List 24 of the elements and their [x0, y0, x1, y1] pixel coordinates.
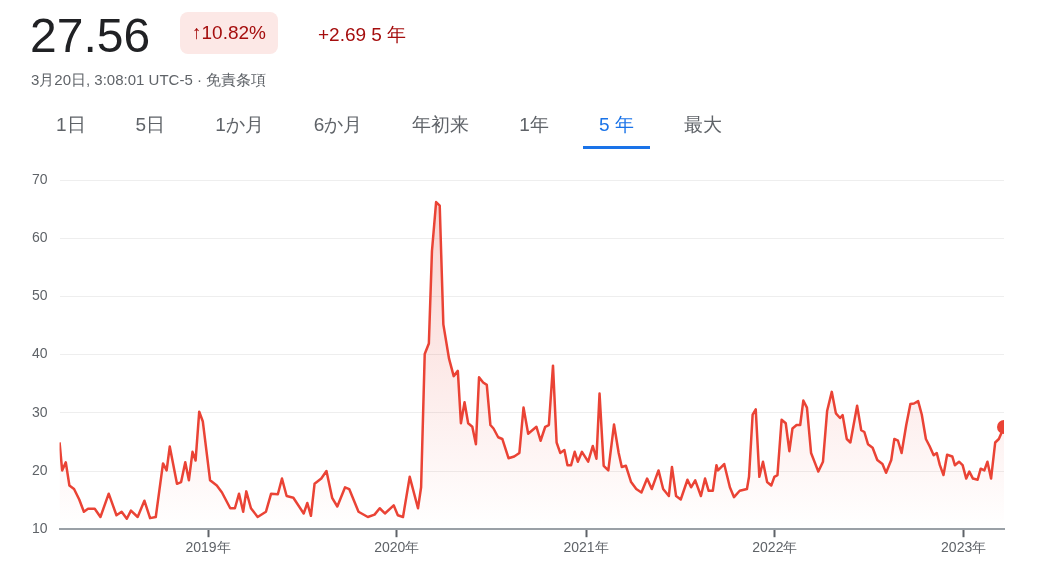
y-tick-label: 70	[31, 170, 48, 187]
text: 1か月	[214, 113, 265, 137]
x-tick-label: 2022年	[752, 539, 798, 556]
text: ↑10.82%	[180, 12, 278, 54]
chart-subtitle: 3月20日, 3:08:01 UTC-5 · 免責条項	[31, 71, 267, 90]
chart-title: 27.56	[30, 8, 151, 63]
y-tick-label: 10	[31, 520, 48, 537]
text: 5日	[134, 113, 167, 137]
text: 1年	[518, 113, 550, 137]
text: 最大	[682, 113, 723, 137]
x-tick-label: 2023年	[941, 539, 987, 556]
y-tick-label: 50	[31, 287, 48, 304]
y-tick-label: 60	[31, 229, 48, 246]
text: +2.69 5 年	[318, 23, 407, 47]
y-tick-label: 30	[31, 403, 48, 420]
x-tick-label: 2021年	[563, 539, 609, 556]
y-tick-label: 20	[31, 461, 48, 478]
text: 年初来	[411, 113, 471, 137]
text: 6か月	[312, 113, 364, 137]
x-tick-label: 2019年	[185, 539, 231, 556]
y-tick-label: 40	[31, 345, 48, 362]
text: 1日	[55, 113, 87, 137]
x-tick-label: 2020年	[374, 539, 420, 556]
text: 5 年	[582, 112, 650, 149]
